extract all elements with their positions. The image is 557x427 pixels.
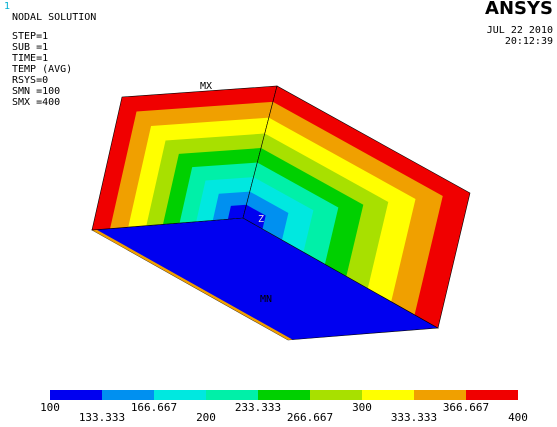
info-line: SUB =1: [12, 42, 48, 53]
legend-swatch: [310, 390, 362, 400]
legend-label: 400: [508, 411, 528, 424]
title: NODAL SOLUTION: [12, 12, 96, 23]
axis-label: Z: [258, 214, 264, 225]
legend-label: 300: [352, 401, 372, 414]
info-line: STEP=1: [12, 31, 48, 42]
legend-label: 266.667: [287, 411, 333, 424]
legend-label: 366.667: [443, 401, 489, 414]
legend-label: 100: [40, 401, 60, 414]
legend-swatch: [466, 390, 518, 400]
legend-label: 166.667: [131, 401, 177, 414]
legend: 100 133.333 166.667 200 233.333 266.667 300 333…: [40, 390, 528, 424]
legend-swatch: [50, 390, 102, 400]
window-number: 1: [4, 1, 10, 12]
logo: ANSYS: [485, 0, 553, 19]
left-face: [227, 204, 247, 220]
legend-label: 233.333: [235, 401, 281, 414]
info-line: TEMP (AVG): [12, 64, 72, 75]
legend-swatch: [102, 390, 154, 400]
date: JUL 22 2010: [487, 25, 553, 36]
bottom-edge-stripe: [92, 229, 293, 340]
right-face: [243, 191, 289, 240]
max-label: MX: [200, 81, 212, 92]
right-face: [243, 204, 266, 229]
legend-label: 200: [196, 411, 216, 424]
legend-swatch: [154, 390, 206, 400]
info-line: TIME=1: [12, 53, 48, 64]
info-line: SMN =100: [12, 86, 60, 97]
legend-label: 333.333: [391, 411, 437, 424]
legend-swatch: [206, 390, 258, 400]
legend-label: 133.333: [79, 411, 125, 424]
info-line: SMX =400: [12, 97, 60, 108]
legend-swatch: [414, 390, 466, 400]
min-label: MN: [260, 294, 272, 305]
info-line: RSYS=0: [12, 75, 48, 86]
model: [90, 85, 471, 341]
legend-swatch: [258, 390, 310, 400]
legend-swatch: [362, 390, 414, 400]
time: 20:12:39: [505, 36, 553, 47]
right-face-outline: [242, 85, 471, 329]
